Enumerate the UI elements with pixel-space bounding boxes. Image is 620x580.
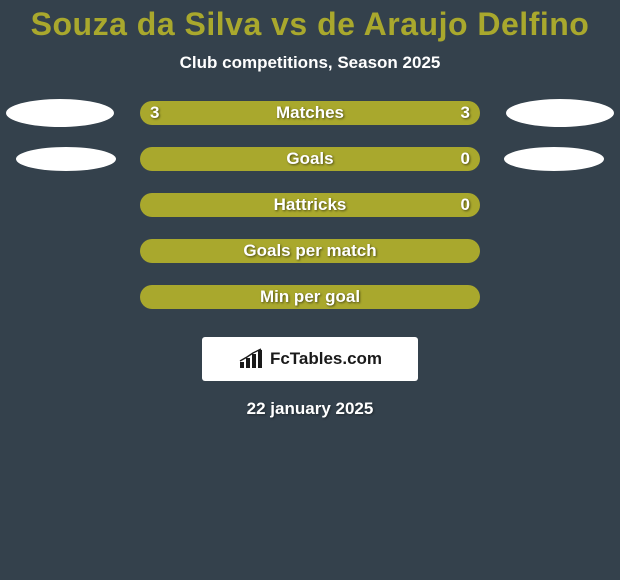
snapshot-date: 22 january 2025 xyxy=(0,399,620,419)
stat-row: Goals 0 xyxy=(0,147,620,193)
stat-bar: Min per goal xyxy=(140,285,480,309)
stat-value-left: 3 xyxy=(150,101,159,125)
stat-label: Min per goal xyxy=(140,287,480,307)
player-right-oval xyxy=(504,147,604,171)
stat-rows: Matches 3 3 Goals 0 Hattricks 0 Goals pe… xyxy=(0,101,620,331)
source-logo: FcTables.com xyxy=(202,337,418,381)
stat-label: Goals xyxy=(140,149,480,169)
bar-chart-icon xyxy=(238,348,264,370)
logo-text: FcTables.com xyxy=(270,349,382,369)
stat-row: Goals per match xyxy=(0,239,620,285)
stat-label: Matches xyxy=(140,103,480,123)
stat-value-right: 0 xyxy=(461,193,470,217)
stat-value-right: 0 xyxy=(461,147,470,171)
page-title: Souza da Silva vs de Araujo Delfino xyxy=(0,0,620,43)
page-subtitle: Club competitions, Season 2025 xyxy=(0,53,620,73)
stats-comparison-card: Souza da Silva vs de Araujo Delfino Club… xyxy=(0,0,620,580)
stat-value-right: 3 xyxy=(461,101,470,125)
stat-bar: Goals per match xyxy=(140,239,480,263)
stat-label: Hattricks xyxy=(140,195,480,215)
player-right-oval xyxy=(506,99,614,127)
stat-bar: Matches xyxy=(140,101,480,125)
stat-row: Matches 3 3 xyxy=(0,101,620,147)
stat-label: Goals per match xyxy=(140,241,480,261)
player-left-oval xyxy=(16,147,116,171)
player-left-oval xyxy=(6,99,114,127)
stat-bar: Hattricks xyxy=(140,193,480,217)
stat-bar: Goals xyxy=(140,147,480,171)
stat-row: Min per goal xyxy=(0,285,620,331)
stat-row: Hattricks 0 xyxy=(0,193,620,239)
